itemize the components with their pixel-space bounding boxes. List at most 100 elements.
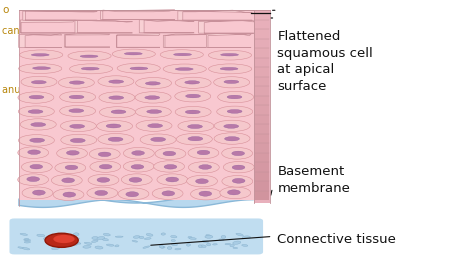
Ellipse shape: [89, 148, 120, 160]
Ellipse shape: [28, 110, 43, 113]
Text: Flattened
squamous cell
at apical
surface: Flattened squamous cell at apical surfac…: [277, 30, 373, 93]
Ellipse shape: [175, 106, 211, 117]
Ellipse shape: [90, 161, 121, 172]
Ellipse shape: [100, 107, 136, 118]
Ellipse shape: [31, 80, 46, 84]
Ellipse shape: [106, 124, 121, 128]
Ellipse shape: [175, 248, 181, 250]
Ellipse shape: [167, 246, 172, 250]
Ellipse shape: [126, 192, 138, 197]
Text: can repair itself: can repair itself: [2, 26, 79, 36]
Ellipse shape: [70, 138, 85, 143]
Ellipse shape: [60, 105, 96, 116]
Bar: [255, 181, 269, 191]
Ellipse shape: [55, 162, 86, 173]
Ellipse shape: [222, 148, 253, 159]
Ellipse shape: [30, 138, 45, 142]
Ellipse shape: [162, 191, 175, 196]
Ellipse shape: [112, 49, 155, 59]
Ellipse shape: [242, 244, 248, 246]
Ellipse shape: [22, 187, 53, 199]
Bar: [255, 58, 269, 67]
Bar: [255, 29, 269, 39]
Ellipse shape: [109, 80, 124, 83]
Ellipse shape: [198, 245, 202, 247]
Ellipse shape: [24, 238, 29, 241]
Ellipse shape: [205, 235, 213, 238]
Text: o: o: [2, 5, 9, 15]
Ellipse shape: [214, 133, 250, 144]
Ellipse shape: [18, 63, 62, 74]
Ellipse shape: [97, 237, 105, 240]
Bar: [19, 10, 254, 200]
Ellipse shape: [33, 190, 45, 195]
Ellipse shape: [185, 110, 200, 114]
Ellipse shape: [188, 136, 203, 141]
Ellipse shape: [189, 162, 219, 173]
Polygon shape: [19, 34, 62, 48]
Ellipse shape: [225, 243, 230, 245]
Ellipse shape: [118, 188, 149, 200]
Ellipse shape: [191, 188, 221, 200]
Ellipse shape: [221, 235, 226, 238]
Ellipse shape: [24, 241, 30, 243]
Bar: [255, 124, 269, 134]
Ellipse shape: [160, 50, 203, 59]
Ellipse shape: [59, 244, 65, 246]
Bar: [255, 134, 269, 143]
Ellipse shape: [30, 164, 43, 169]
Ellipse shape: [95, 246, 103, 249]
Ellipse shape: [218, 91, 254, 103]
Bar: [255, 86, 269, 96]
Ellipse shape: [68, 51, 111, 61]
Ellipse shape: [214, 77, 250, 88]
Ellipse shape: [123, 147, 154, 159]
Ellipse shape: [146, 234, 153, 236]
Ellipse shape: [83, 245, 91, 248]
Ellipse shape: [19, 50, 63, 60]
Ellipse shape: [121, 174, 152, 185]
Ellipse shape: [87, 187, 118, 199]
Ellipse shape: [95, 190, 108, 196]
Ellipse shape: [63, 192, 76, 197]
Ellipse shape: [61, 134, 97, 146]
Ellipse shape: [71, 243, 78, 246]
Ellipse shape: [103, 233, 110, 236]
Ellipse shape: [222, 176, 253, 187]
Ellipse shape: [175, 68, 193, 70]
Ellipse shape: [31, 123, 46, 127]
Ellipse shape: [72, 238, 79, 240]
Ellipse shape: [164, 164, 177, 169]
Ellipse shape: [232, 151, 245, 156]
Ellipse shape: [163, 64, 206, 74]
Polygon shape: [178, 10, 252, 20]
Ellipse shape: [31, 53, 49, 56]
Ellipse shape: [98, 133, 134, 145]
Ellipse shape: [131, 164, 144, 169]
Ellipse shape: [147, 110, 162, 113]
Ellipse shape: [224, 124, 239, 128]
Ellipse shape: [188, 236, 192, 238]
Ellipse shape: [143, 246, 150, 248]
Ellipse shape: [115, 245, 119, 247]
Ellipse shape: [186, 94, 201, 98]
Ellipse shape: [175, 77, 211, 88]
Bar: [255, 10, 269, 20]
Bar: [255, 96, 269, 105]
Ellipse shape: [186, 244, 191, 246]
Ellipse shape: [102, 238, 109, 241]
Ellipse shape: [233, 241, 241, 244]
Ellipse shape: [199, 191, 212, 196]
Ellipse shape: [188, 125, 202, 128]
Ellipse shape: [130, 67, 148, 70]
Ellipse shape: [60, 91, 96, 103]
Ellipse shape: [176, 133, 212, 145]
Ellipse shape: [18, 247, 24, 249]
Ellipse shape: [136, 120, 172, 131]
Polygon shape: [199, 20, 254, 33]
Ellipse shape: [18, 147, 49, 159]
Ellipse shape: [187, 175, 218, 187]
Ellipse shape: [232, 165, 245, 170]
Ellipse shape: [135, 92, 171, 103]
Text: Connective tissue: Connective tissue: [277, 233, 396, 245]
